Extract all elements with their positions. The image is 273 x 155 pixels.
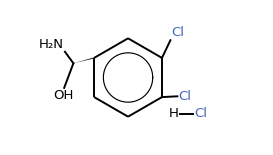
Text: Cl: Cl [178,90,191,103]
Text: H₂N: H₂N [39,38,64,51]
Text: Cl: Cl [171,27,184,40]
Text: H: H [169,107,179,120]
Polygon shape [73,57,94,63]
Text: OH: OH [53,89,74,102]
Text: Cl: Cl [194,107,207,120]
